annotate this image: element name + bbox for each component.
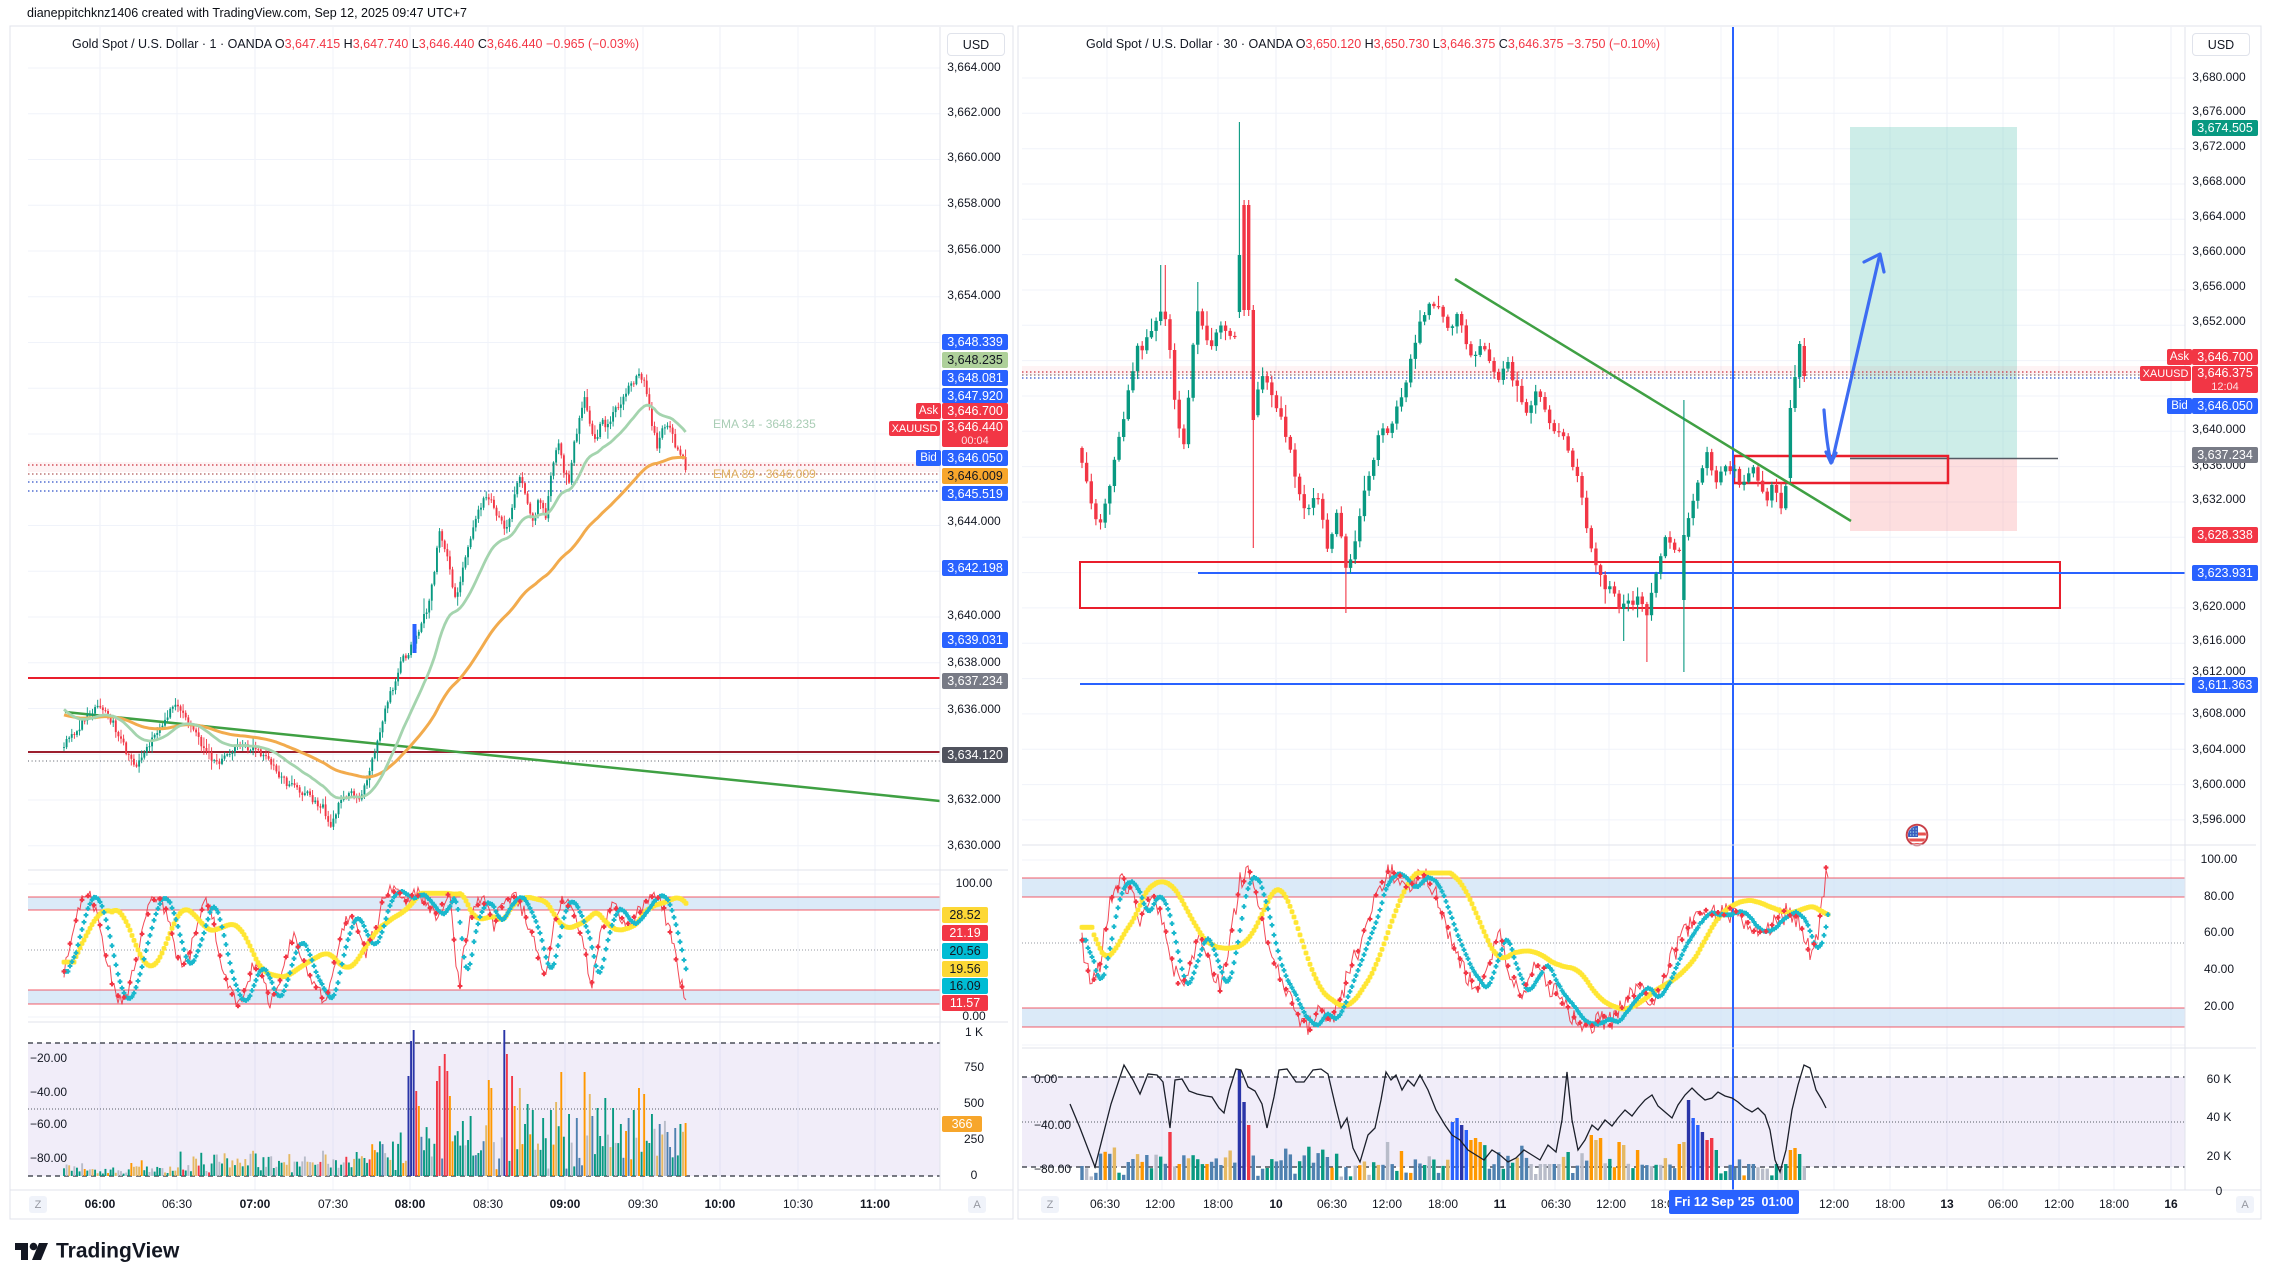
- svg-text:TradingView: TradingView: [56, 1240, 180, 1263]
